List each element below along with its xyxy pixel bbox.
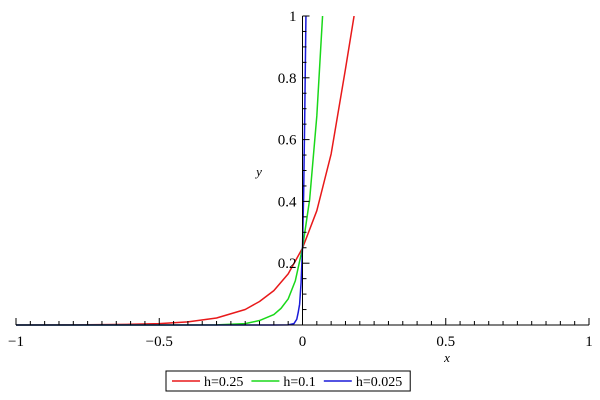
legend-label-3: h=0.025 <box>356 375 402 390</box>
y-axis-label: y <box>254 164 262 179</box>
x-ticks: −1 −0.5 0 0.5 1 <box>8 318 593 350</box>
y-tick-label: 0.8 <box>278 71 297 87</box>
legend-label-2: h=0.1 <box>283 375 315 390</box>
legend-label-1: h=0.25 <box>204 375 243 390</box>
x-axis-label: x <box>443 350 450 365</box>
x-tick-label: 0.5 <box>436 334 455 350</box>
y-ticks: 0.2 0.4 0.6 0.8 1 <box>278 9 310 311</box>
axes: −1 −0.5 0 0.5 1 0.2 0.4 0.6 0.8 1 x y <box>8 9 593 365</box>
x-tick-label: 0 <box>299 334 307 350</box>
x-tick-label: −1 <box>8 334 24 350</box>
legend-box <box>165 370 411 392</box>
x-tick-label: 1 <box>585 334 593 350</box>
y-tick-label: 1 <box>289 9 297 25</box>
y-tick-label: 0.2 <box>278 256 297 272</box>
series-line-1 <box>16 16 355 326</box>
y-tick-label: 0.4 <box>278 194 297 210</box>
legend: h=0.25 h=0.1 h=0.025 <box>165 370 411 392</box>
y-tick-label: 0.6 <box>278 133 297 149</box>
series-line-3 <box>16 16 307 326</box>
series-line-2 <box>16 16 324 326</box>
x-tick-label: −0.5 <box>146 334 173 350</box>
legend-items: h=0.25 h=0.1 h=0.025 <box>172 375 402 390</box>
